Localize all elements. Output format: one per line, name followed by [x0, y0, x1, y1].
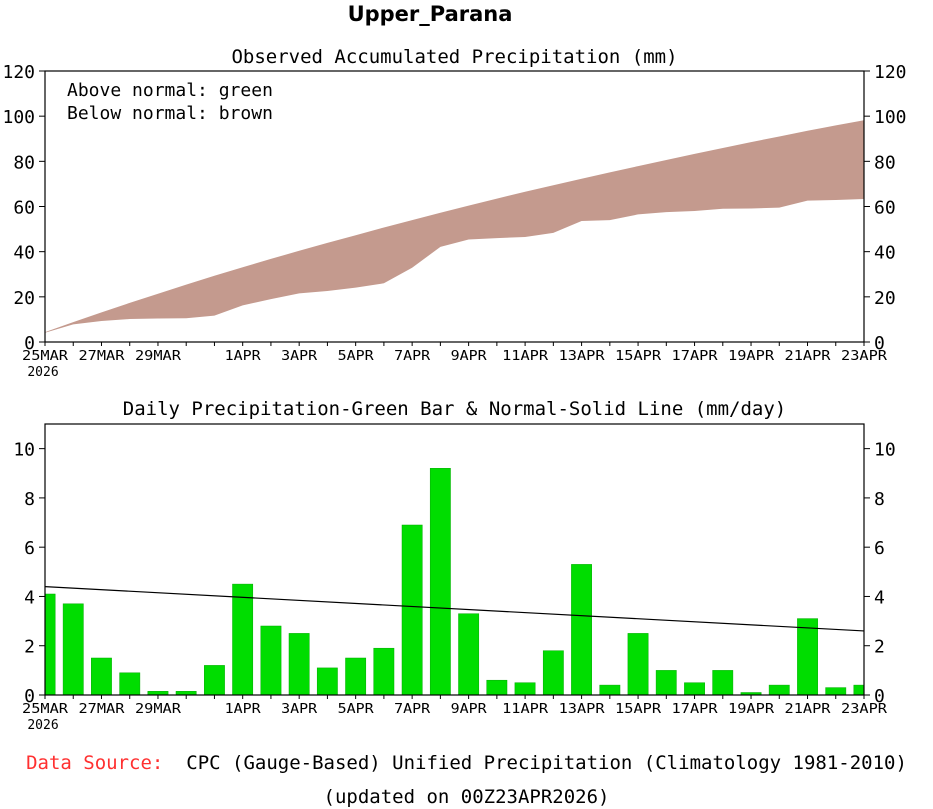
precip-bar — [627, 633, 649, 696]
x-tick-label: 9APR — [451, 349, 487, 364]
x-tick-label: 17APR — [672, 702, 718, 717]
y-tick-label: 60 — [874, 198, 896, 219]
data-source-text: CPC (Gauge-Based) Unified Precipitation … — [186, 752, 907, 774]
x-tick-label: 23APR — [841, 702, 887, 717]
precip-bar — [825, 687, 847, 696]
x-tick-label: 21APR — [785, 349, 831, 364]
precip-bar — [599, 684, 621, 696]
legend-text: Below normal: brown — [67, 103, 273, 124]
accum-chart-title: Observed Accumulated Precipitation (mm) — [231, 46, 677, 68]
x-tick-label: 27MAR — [78, 702, 124, 717]
precip-bar — [373, 647, 395, 696]
y-tick-label: 60 — [13, 198, 35, 219]
y-tick-label: 40 — [874, 243, 896, 264]
y-tick-label: 40 — [13, 243, 35, 264]
y-tick-label: 0 — [874, 333, 885, 354]
precip-bar — [401, 524, 423, 696]
normal-line — [44, 586, 865, 632]
precip-bar — [486, 679, 508, 696]
precip-bar — [514, 682, 536, 696]
y-tick-label: 10 — [874, 440, 896, 461]
x-tick-label: 15APR — [615, 349, 661, 364]
y-tick-label: 0 — [24, 333, 35, 354]
precip-bar — [316, 667, 338, 696]
x-tick-sublabel: 2026 — [27, 365, 58, 380]
y-tick-label: 8 — [24, 489, 35, 510]
y-tick-label: 2 — [24, 637, 35, 658]
x-tick-label: 11APR — [502, 349, 548, 364]
x-tick-label: 7APR — [394, 702, 430, 717]
below-normal-area — [45, 120, 864, 333]
precip-bar — [458, 613, 480, 696]
y-tick-label: 2 — [874, 637, 885, 658]
x-tick-label: 19APR — [728, 702, 774, 717]
x-tick-label: 5APR — [338, 349, 374, 364]
y-tick-label: 10 — [13, 440, 35, 461]
precip-bar — [44, 593, 56, 696]
precip-bar — [684, 682, 705, 696]
y-tick-label: 4 — [874, 587, 885, 608]
data-source-label: Data Source: — [26, 752, 164, 774]
precip-bar — [712, 670, 734, 696]
x-tick-label: 27MAR — [78, 349, 124, 364]
x-tick-sublabel: 2026 — [27, 718, 58, 733]
x-tick-label: 23APR — [841, 349, 887, 364]
precip-bar — [260, 625, 282, 696]
x-tick-label: 25MAR — [22, 702, 68, 717]
x-tick-label: 15APR — [615, 702, 661, 717]
y-tick-label: 120 — [874, 62, 907, 83]
daily-plot-frame — [44, 423, 865, 696]
x-tick-label: 19APR — [728, 349, 774, 364]
y-tick-label: 80 — [13, 152, 35, 173]
precip-bar — [91, 657, 112, 696]
x-tick-label: 5APR — [338, 702, 374, 717]
y-tick-label: 120 — [2, 62, 35, 83]
precip-bar — [288, 633, 310, 696]
x-tick-label: 25MAR — [22, 349, 68, 364]
daily-chart-title: Daily Precipitation-Green Bar & Normal-S… — [123, 398, 786, 420]
precip-bar — [429, 468, 451, 696]
y-tick-label: 80 — [874, 152, 896, 173]
x-tick-label: 11APR — [502, 702, 548, 717]
x-tick-label: 3APR — [281, 349, 317, 364]
precip-bar — [853, 684, 865, 696]
y-tick-label: 6 — [24, 538, 35, 559]
y-tick-label: 4 — [24, 587, 35, 608]
data-source-line: Data Source: CPC (Gauge-Based) Unified P… — [0, 752, 933, 774]
precip-bar — [797, 618, 818, 696]
y-tick-label: 20 — [13, 288, 35, 309]
y-tick-label: 100 — [2, 107, 35, 128]
precip-bar — [655, 670, 677, 696]
x-tick-label: 17APR — [672, 349, 718, 364]
y-tick-label: 0 — [24, 686, 35, 707]
x-tick-label: 13APR — [559, 702, 605, 717]
x-tick-label: 29MAR — [135, 702, 181, 717]
x-tick-label: 3APR — [281, 702, 317, 717]
precip-bar — [62, 603, 84, 696]
y-tick-label: 0 — [874, 686, 885, 707]
x-tick-label: 9APR — [451, 702, 487, 717]
x-tick-label: 29MAR — [135, 349, 181, 364]
x-tick-label: 1APR — [225, 702, 261, 717]
y-tick-label: 100 — [874, 107, 907, 128]
precip-bar — [542, 650, 564, 696]
x-tick-label: 13APR — [559, 349, 605, 364]
precip-bar — [345, 657, 367, 696]
precip-bar — [768, 684, 790, 696]
precip-bar — [571, 564, 592, 696]
legend-text: Above normal: green — [67, 80, 273, 101]
page-title: Upper_Parana — [347, 2, 513, 26]
updated-text: (updated on 00Z23APR2026) — [323, 786, 610, 808]
y-tick-label: 8 — [874, 489, 885, 510]
x-tick-label: 7APR — [394, 349, 430, 364]
precip-bar — [119, 672, 141, 696]
precip-bar — [232, 583, 254, 696]
y-tick-label: 6 — [874, 538, 885, 559]
precip-bar — [204, 665, 225, 696]
x-tick-label: 21APR — [785, 702, 831, 717]
y-tick-label: 20 — [874, 288, 896, 309]
x-tick-label: 1APR — [225, 349, 261, 364]
